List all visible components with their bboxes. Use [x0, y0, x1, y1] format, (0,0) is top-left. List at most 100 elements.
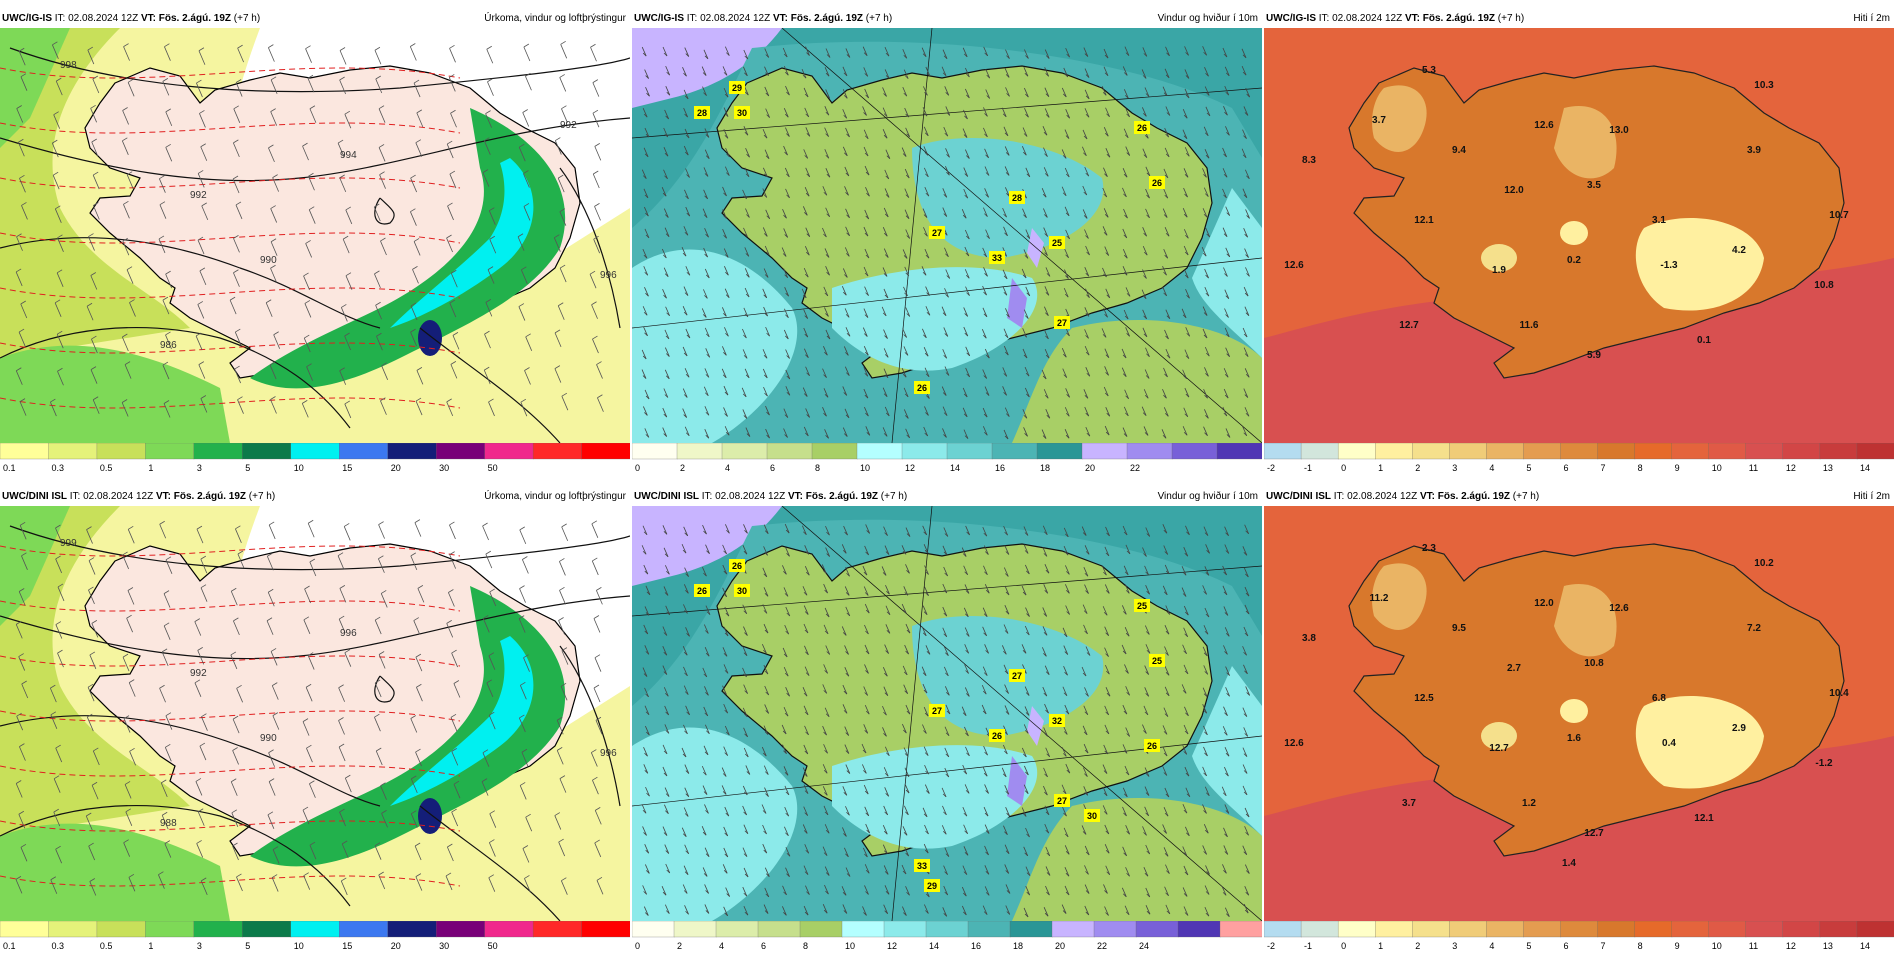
- wind-arrow: [882, 267, 888, 277]
- wind-arrow: [864, 545, 869, 556]
- wind-arrow-head: [1026, 393, 1030, 398]
- wind-barb-feather: [410, 328, 416, 333]
- wind-arrow-head: [846, 372, 850, 376]
- wind-barb-feather: [446, 620, 452, 624]
- wind-arrow: [1244, 826, 1249, 836]
- wind-barb-feather: [159, 520, 165, 525]
- wind-arrow: [704, 128, 710, 138]
- wind-barb: [121, 140, 129, 155]
- wind-arrow: [1242, 129, 1247, 139]
- wind-arrow: [684, 905, 689, 915]
- wind-arrow-head: [683, 651, 688, 656]
- wind-barb: [374, 273, 381, 289]
- wind-arrow: [1041, 369, 1047, 380]
- wind-arrow-head: [763, 849, 768, 854]
- wind-barb-feather: [596, 361, 602, 365]
- wind-arrow-head: [645, 612, 650, 616]
- wind-barb: [309, 783, 316, 798]
- wind-barb: [127, 590, 135, 605]
- wind-barb-feather: [18, 138, 24, 143]
- colorbar-tick-label: 6: [1563, 463, 1568, 473]
- wind-arrow-head: [846, 332, 851, 337]
- temp-value-label: 10.8: [1584, 658, 1604, 669]
- wind-arrow-head: [1146, 893, 1151, 898]
- wind-barb-feather: [90, 272, 97, 276]
- colorbar-tick-label: 14: [950, 463, 960, 473]
- wind-barb: [339, 370, 347, 385]
- wind-arrow: [1182, 644, 1187, 654]
- wind-arrow-head: [746, 153, 750, 158]
- wind-arrow-head: [1165, 793, 1170, 798]
- wind-arrow: [882, 705, 887, 716]
- wind-arrow-head: [903, 54, 908, 59]
- wind-arrow: [743, 227, 748, 238]
- wind-arrow-head: [1005, 152, 1010, 156]
- init-time: 02.08.2024 12Z: [715, 491, 786, 502]
- wind-barb-feather: [374, 842, 381, 847]
- wind-arrow: [823, 346, 828, 356]
- wind-barb-feather: [302, 142, 308, 147]
- wind-arrow-head: [1126, 733, 1130, 737]
- gust-max-label: 28: [697, 108, 707, 118]
- wind-barb: [86, 716, 94, 732]
- wind-arrow: [1142, 227, 1148, 237]
- wind-barb: [524, 370, 531, 385]
- gust-max-label-box: [1009, 191, 1025, 204]
- wind-barb: [158, 238, 166, 254]
- wind-arrow: [884, 69, 890, 79]
- wind-arrow-head: [764, 731, 769, 735]
- gust-max-label-box: [989, 251, 1005, 264]
- wind-arrow: [741, 387, 747, 398]
- wind-arrow-head: [744, 713, 748, 718]
- wind-arrow-head: [1225, 72, 1230, 77]
- wind-arrow-head: [724, 752, 728, 756]
- wind-arrow-head: [923, 813, 928, 818]
- wind-arrow: [962, 128, 968, 138]
- wind-arrow: [1084, 108, 1090, 118]
- wind-arrow: [822, 904, 828, 914]
- wind-barb-feather: [554, 329, 561, 334]
- wind-barb: [19, 525, 27, 540]
- wind-arrow: [663, 687, 669, 697]
- wind-arrow: [1021, 644, 1027, 654]
- wind-arrow: [765, 405, 770, 416]
- wind-arrow: [1004, 68, 1010, 78]
- wind-barb-feather: [90, 366, 97, 370]
- wind-arrow-head: [865, 254, 870, 259]
- wind-arrow: [1104, 844, 1110, 854]
- wind-arrow-head: [1024, 790, 1029, 794]
- wind-arrow-head: [966, 352, 970, 357]
- wind-arrow: [922, 605, 928, 615]
- wind-arrow: [664, 705, 670, 716]
- wind-arrow-head: [803, 531, 807, 536]
- wind-arrow: [1104, 824, 1110, 835]
- wind-arrow-head: [1004, 670, 1009, 675]
- wind-arrow-head: [784, 234, 788, 238]
- wind-arrow: [924, 586, 929, 596]
- wind-barb-feather: [595, 716, 602, 721]
- wind-barb-feather: [268, 778, 275, 782]
- wind-arrow-head: [865, 351, 869, 356]
- wind-arrow-head: [845, 592, 850, 596]
- wind-arrow: [723, 847, 729, 858]
- wind-barb: [597, 397, 604, 412]
- wind-arrow: [1183, 627, 1189, 637]
- wind-barb-feather: [92, 396, 99, 401]
- wind-arrow: [1004, 605, 1010, 615]
- wind-arrow-head: [1026, 570, 1030, 575]
- wind-arrow: [1065, 565, 1070, 575]
- vt-label: VT:: [155, 491, 171, 502]
- wind-barb-feather: [447, 202, 453, 207]
- wind-arrow-head: [1223, 153, 1227, 158]
- wind-arrow: [942, 606, 948, 617]
- wind-arrow: [823, 664, 829, 674]
- wind-barb: [122, 554, 129, 570]
- wind-barb: [416, 687, 423, 702]
- gust-max-label-box: [924, 879, 940, 892]
- wind-barb-feather: [592, 109, 599, 114]
- gust-max-label-box: [914, 859, 930, 872]
- wind-arrow-head: [886, 630, 891, 634]
- wind-arrow-head: [864, 790, 869, 795]
- colorbar-tick-label: 20: [1055, 941, 1065, 951]
